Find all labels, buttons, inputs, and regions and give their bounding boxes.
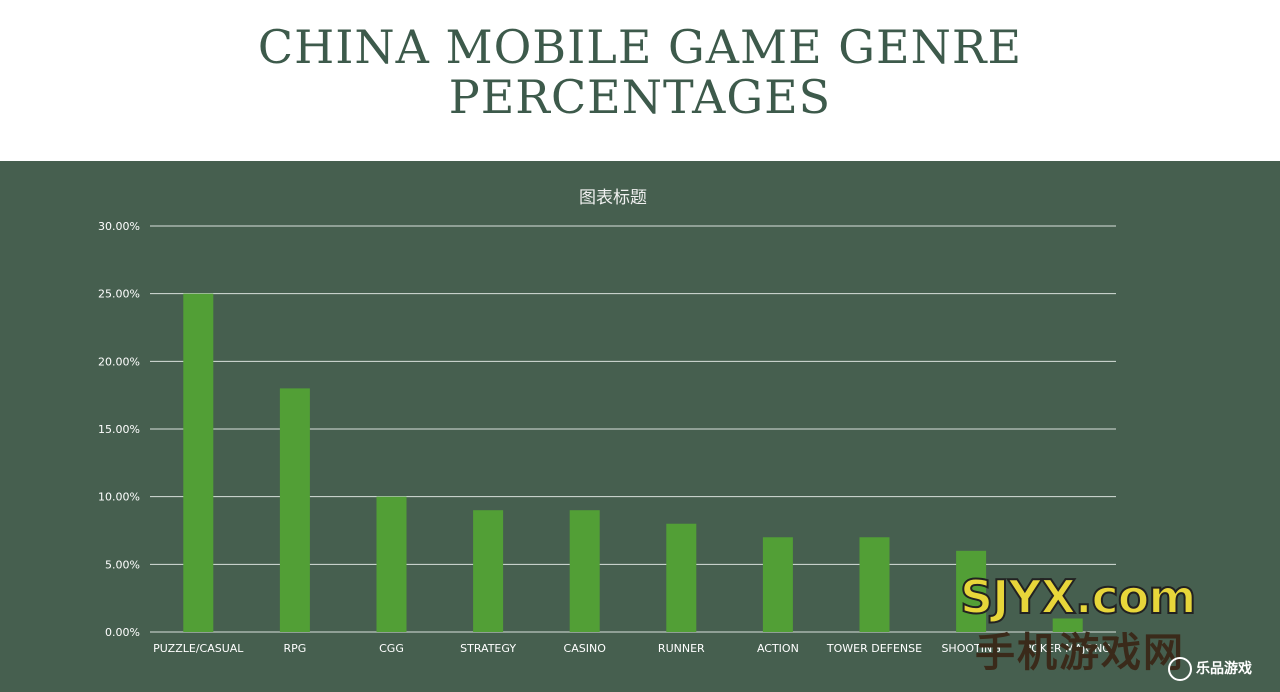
bar: [666, 523, 697, 632]
y-tick-label: 0.00%: [105, 626, 140, 639]
watermark-badge: 乐品游戏: [1168, 657, 1278, 687]
bar: [183, 293, 214, 632]
bar: [1052, 618, 1083, 632]
watermark-site: SJYX.com: [959, 569, 1197, 625]
x-tick-label: CGG: [379, 642, 404, 655]
page-title-line2: PERCENTAGES: [448, 70, 832, 124]
bar: [473, 510, 504, 632]
chart-panel: 图表标题 0.00% 5.00% 10.00% 15.00% 20.00% 25.00% 3…: [0, 161, 1280, 692]
title-area: CHINA MOBILE GAME GENRE PERCENTAGES: [0, 0, 1280, 161]
watermark-cn: 手机游戏网: [975, 630, 1185, 676]
bar: [376, 496, 407, 632]
y-tick-label: 15.00%: [98, 423, 140, 436]
watermark-badge-text: 乐品游戏: [1196, 661, 1252, 677]
badge-logo-icon: [1168, 657, 1192, 681]
x-tick-label: SHOOTING: [941, 642, 1000, 655]
y-tick-label: 20.00%: [98, 355, 140, 368]
bar-chart: 图表标题 0.00% 5.00% 10.00% 15.00% 20.00% 25.00% 3…: [98, 188, 1116, 655]
y-axis-ticks: 0.00% 5.00% 10.00% 15.00% 20.00% 25.00% 30.00%: [98, 220, 140, 639]
page-title: CHINA MOBILE GAME GENRE PERCENTAGES: [0, 22, 1280, 122]
x-tick-label: POKER MAJONG: [1025, 642, 1111, 655]
x-axis-ticks: PUZZLE/CASUAL RPG CGG STRATEGY CASINO RUNNER A…: [153, 642, 1111, 655]
x-tick-label: TOWER DEFENSE: [826, 642, 922, 655]
x-tick-label: RUNNER: [658, 642, 705, 655]
bar: [569, 510, 600, 632]
x-tick-label: RPG: [283, 642, 306, 655]
x-tick-label: CASINO: [564, 642, 607, 655]
x-tick-label: STRATEGY: [460, 642, 516, 655]
y-tick-label: 25.00%: [98, 288, 140, 301]
x-tick-label: ACTION: [757, 642, 799, 655]
bar: [859, 537, 890, 632]
bar: [956, 550, 987, 632]
bar: [279, 388, 310, 632]
y-tick-label: 10.00%: [98, 491, 140, 504]
bars: [183, 293, 1083, 632]
x-tick-label: PUZZLE/CASUAL: [153, 642, 244, 655]
y-tick-label: 5.00%: [105, 558, 140, 571]
chart-title: 图表标题: [579, 188, 647, 208]
y-tick-label: 30.00%: [98, 220, 140, 233]
grid-lines: [150, 225, 1116, 633]
page-title-line1: CHINA MOBILE GAME GENRE: [257, 20, 1023, 74]
bar: [762, 537, 793, 632]
